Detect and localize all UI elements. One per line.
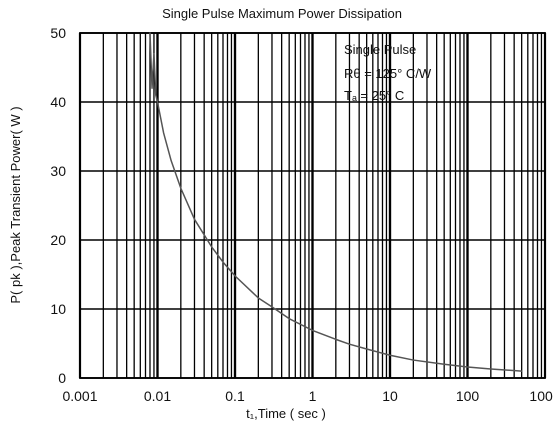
annotation-line-2: Rθ = 125° C/W [344,66,432,81]
annotation-group: Single Pulse Rθ = 125° C/W Tₐ = 25° C [344,42,432,103]
x-tick-label-0: 0.001 [62,388,97,404]
x-axis-label: t₁,Time ( sec ) [246,406,326,421]
y-tick-layer: 0 10 20 30 40 50 [50,25,66,386]
x-tick-label-2: 0.1 [225,388,245,404]
x-tick-label-5: 100 [456,388,480,404]
y-tick-label-1: 10 [50,301,66,317]
y-axis-label: P( pk ),Peak Transient Power( W ) [8,106,23,303]
x-tick-label-4: 10 [382,388,398,404]
x-tick-label-3: 1 [309,388,317,404]
annotation-line-3: Tₐ = 25° C [344,88,404,103]
annotation-line-1: Single Pulse [344,42,416,57]
y-tick-label-2: 20 [50,232,66,248]
y-tick-label-3: 30 [50,163,66,179]
y-tick-label-5: 50 [50,25,66,41]
plot-border [79,32,546,379]
series-layer [149,32,523,372]
chart-title: Single Pulse Maximum Power Dissipation [162,6,402,21]
x-tick-label-1: 0.01 [144,388,171,404]
y-tick-label-0: 0 [58,370,66,386]
power-curve [149,32,523,372]
y-tick-label-4: 40 [50,94,66,110]
plot-frame-layer [79,32,546,379]
grid-layer [78,32,547,379]
